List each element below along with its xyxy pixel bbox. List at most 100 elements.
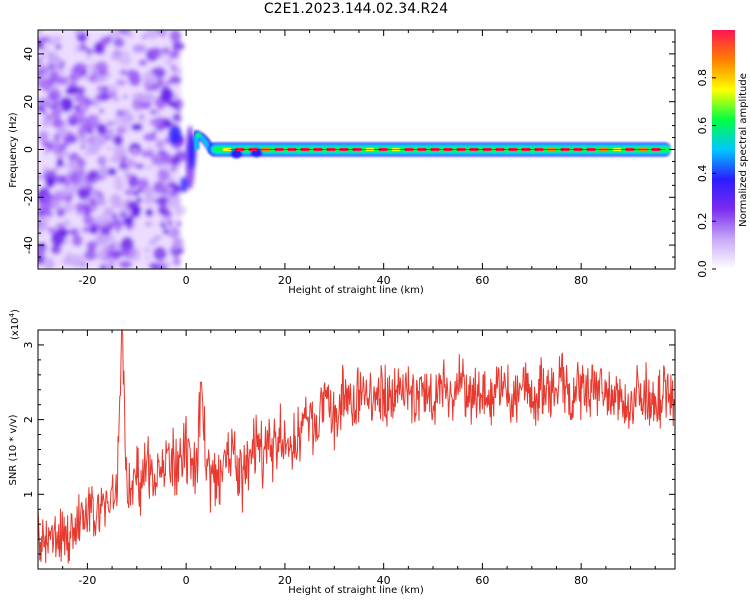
snr-y-ticks: 1 2 3 (22, 341, 675, 570)
noise-blob (105, 256, 115, 264)
noise-blob (50, 107, 62, 120)
heatmap-x-axis-label: Height of straight line (km) (288, 285, 424, 296)
noise-blob (171, 236, 185, 251)
noise-blob (130, 206, 141, 219)
noise-blob (82, 214, 94, 226)
noise-blob (85, 47, 93, 55)
noise-blob (128, 68, 134, 73)
noise-blob (136, 197, 143, 204)
noise-blob (143, 197, 153, 205)
noise-blob (61, 122, 69, 128)
noise-blob (167, 100, 178, 108)
noise-blob (72, 62, 87, 76)
colorbar: 0.0 0.2 0.4 0.6 0.8 Normalized spectral ampl… (696, 30, 749, 278)
colorbar-tick-label: 0.4 (696, 165, 709, 183)
figure-title: C2E1.2023.144.02.34.R24 (263, 1, 449, 17)
noise-blob (175, 221, 182, 227)
noise-blob (152, 180, 166, 195)
noise-blob (174, 205, 186, 216)
noise-blob (144, 247, 151, 254)
core-dash (222, 147, 232, 152)
noise-blob (174, 150, 188, 162)
noise-blob (164, 136, 171, 145)
noise-blob (55, 207, 66, 218)
noise-blob (63, 164, 68, 168)
noise-blob (83, 196, 92, 206)
noise-blob (51, 118, 65, 129)
noise-blob (38, 227, 43, 237)
noise-blob (87, 185, 95, 192)
noise-blob (38, 76, 45, 89)
noise-blob (113, 219, 124, 230)
snr-x-axis-label: Height of straight line (km) (288, 585, 424, 596)
noise-blob (75, 94, 87, 105)
noise-blob (60, 175, 67, 182)
noise-blob (73, 261, 80, 266)
colorbar-tick-label: 0.2 (696, 212, 709, 230)
noise-blob (112, 134, 124, 146)
colorbar-label: Normalized spectral amplitude (738, 73, 749, 227)
heatmap-y-axis-label: Frequency (Hz) (8, 112, 19, 188)
noise-blob (50, 243, 62, 255)
noise-blob (41, 108, 48, 115)
noise-blob (118, 260, 133, 269)
heatmap-y-ticks: -40 -20 0 20 40 (22, 29, 675, 270)
noise-blob (131, 99, 143, 112)
noise-blob (155, 77, 160, 81)
noise-blob (98, 165, 109, 178)
onset-blob (180, 176, 189, 193)
noise-blob (162, 187, 168, 195)
snr-series-line (38, 330, 675, 564)
x-tick-label: 20 (278, 274, 292, 287)
noise-blob (40, 214, 50, 226)
noise-blob (106, 250, 116, 256)
noise-blob (38, 261, 44, 267)
noise-blob (113, 212, 119, 218)
noise-blob (135, 163, 145, 170)
noise-blob (148, 262, 159, 269)
noise-blob (130, 147, 140, 157)
noise-blob (40, 206, 51, 215)
noise-blob (112, 37, 125, 48)
noise-blob (174, 116, 183, 122)
svg-text:(x104): (x104) (8, 309, 21, 340)
noise-blob (89, 226, 98, 235)
noise-blob (106, 146, 112, 151)
noise-blob (45, 177, 56, 189)
noise-blob (160, 215, 172, 223)
noise-blob (38, 174, 42, 181)
noise-blob (169, 30, 182, 43)
noise-blob (74, 202, 86, 213)
signal-onset (169, 125, 197, 193)
noise-blob (147, 150, 154, 159)
noise-blob (70, 135, 76, 140)
peak-core (195, 132, 201, 138)
noise-blob (42, 165, 49, 173)
noise-blob (61, 151, 71, 158)
noise-blob (115, 109, 124, 117)
noise-blob (78, 135, 89, 146)
heatmap-signal (169, 125, 671, 193)
noise-blob (123, 95, 128, 99)
noise-blob (85, 114, 99, 130)
x-tick-label: 80 (574, 274, 588, 287)
noise-blob (172, 41, 185, 52)
noise-blob (38, 58, 42, 64)
noise-blob (47, 227, 56, 233)
noise-blob (41, 192, 55, 201)
noise-blob (168, 193, 181, 209)
noise-blob (43, 257, 55, 269)
y-tick-label: 40 (22, 47, 35, 61)
colorbar-tick-label: 0.8 (696, 69, 709, 87)
noise-blob (162, 229, 169, 235)
noise-blob (165, 59, 173, 65)
y-tick-label: 20 (22, 95, 35, 109)
noise-blob (41, 118, 52, 128)
noise-blob (105, 129, 115, 138)
noise-blob (115, 79, 127, 87)
noise-blob (113, 178, 125, 189)
noise-blob (123, 188, 137, 196)
noise-blob (172, 256, 181, 267)
